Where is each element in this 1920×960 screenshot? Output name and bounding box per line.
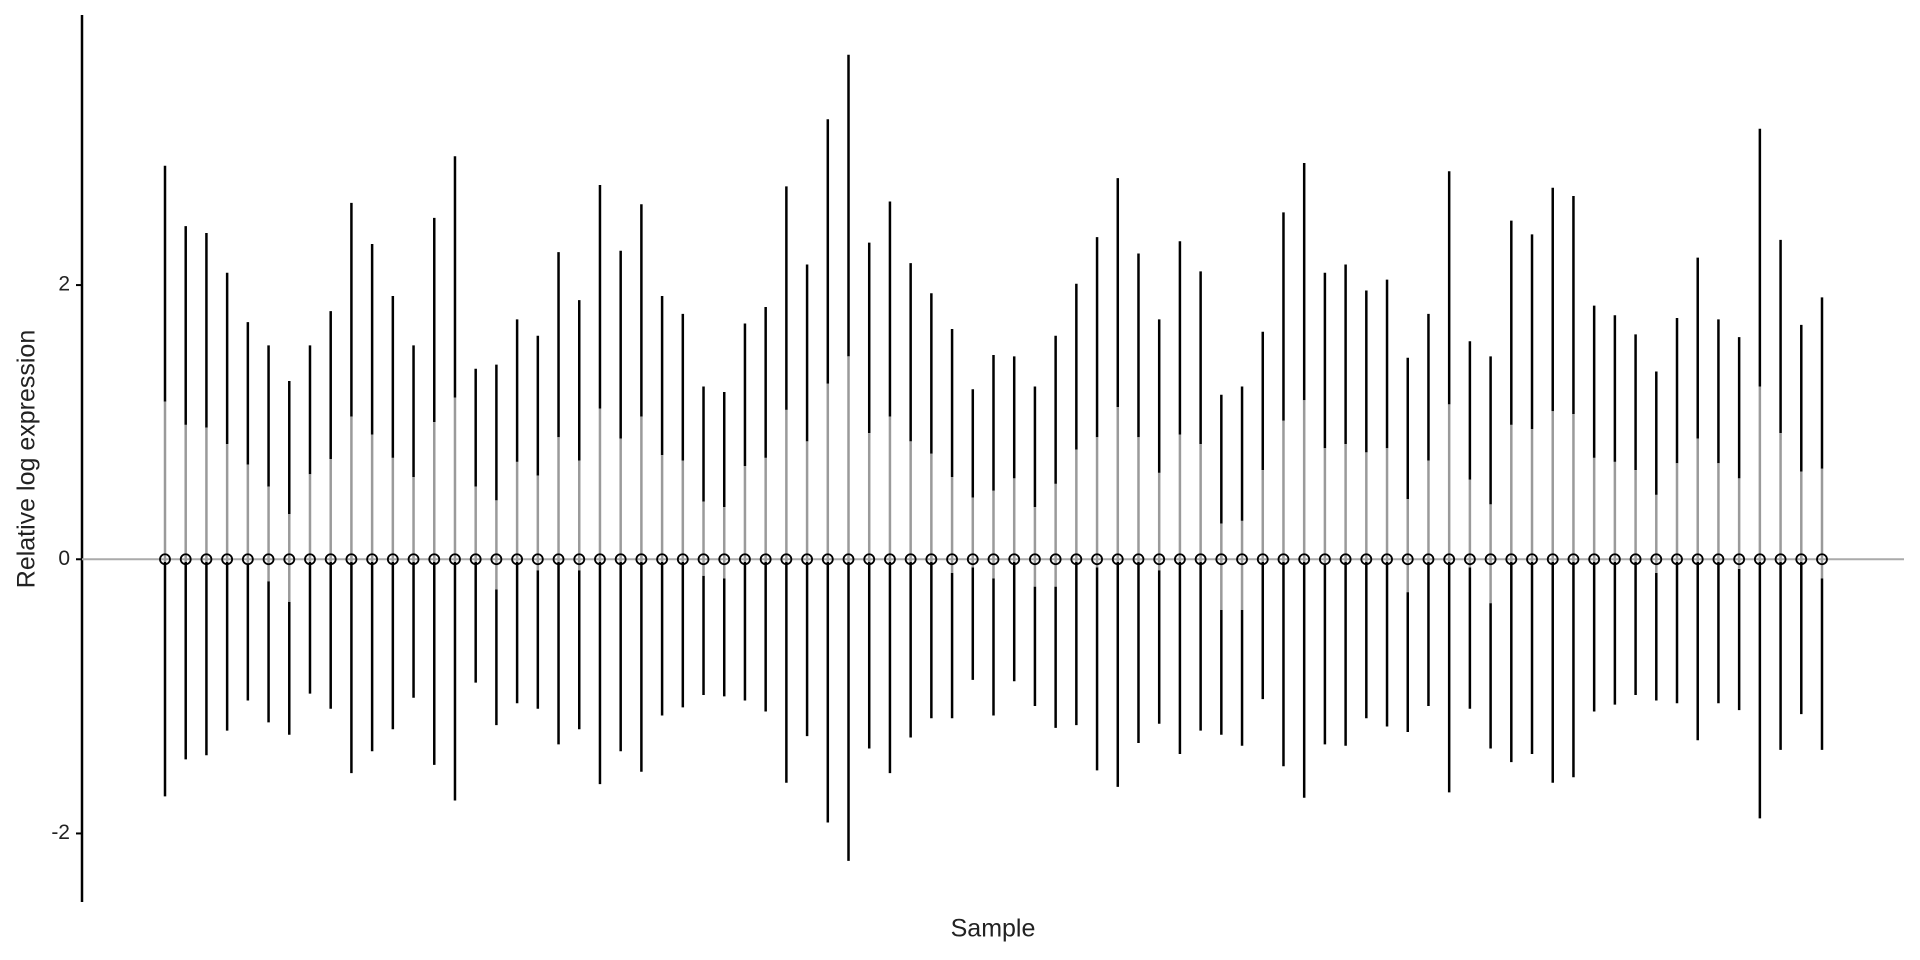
- y-tick-label: 0: [58, 547, 70, 570]
- median-point: [1008, 553, 1021, 566]
- median-point: [1753, 553, 1766, 566]
- median-point: [1671, 553, 1683, 566]
- median-point: [1132, 553, 1145, 566]
- median-point: [1816, 553, 1828, 566]
- median-point: [1650, 553, 1663, 566]
- median-point: [1774, 553, 1787, 566]
- median-point: [594, 553, 606, 566]
- median-point: [635, 553, 648, 566]
- median-point: [676, 553, 689, 566]
- median-point: [842, 553, 855, 566]
- median-point: [1215, 553, 1228, 566]
- median-point: [200, 553, 213, 566]
- median-point: [1691, 553, 1704, 566]
- median-point: [262, 553, 275, 566]
- median-point: [1422, 553, 1435, 566]
- median-point: [946, 553, 958, 566]
- median-point: [1526, 553, 1538, 566]
- median-point: [1256, 553, 1269, 566]
- median-point: [1463, 553, 1476, 566]
- median-point: [283, 553, 296, 566]
- median-point: [1049, 553, 1062, 566]
- median-point: [697, 553, 710, 566]
- median-point: [925, 553, 938, 566]
- median-point: [241, 553, 254, 566]
- median-point: [1629, 553, 1642, 566]
- median-point: [1484, 553, 1497, 566]
- median-point: [1443, 553, 1456, 566]
- median-point: [614, 553, 627, 566]
- median-point: [1111, 553, 1124, 566]
- median-point: [428, 553, 441, 566]
- median-point: [366, 553, 379, 566]
- median-point: [1174, 553, 1186, 566]
- y-tick-label: 2: [58, 273, 70, 296]
- y-axis-label: Relative log expression: [13, 330, 41, 588]
- median-point: [739, 553, 751, 566]
- median-point: [469, 553, 482, 566]
- median-point: [1091, 553, 1103, 566]
- median-point: [1360, 553, 1373, 566]
- median-point: [1401, 553, 1414, 566]
- median-point: [221, 553, 234, 566]
- median-point: [1588, 553, 1601, 566]
- median-point: [1298, 553, 1311, 566]
- median-point: [449, 553, 461, 566]
- median-point: [759, 553, 772, 566]
- median-point: [863, 553, 876, 566]
- median-point: [1608, 553, 1621, 566]
- median-point: [511, 553, 524, 566]
- median-point: [345, 553, 358, 566]
- median-point: [801, 553, 813, 566]
- median-point: [1194, 553, 1207, 566]
- median-point: [884, 553, 896, 566]
- median-point: [179, 553, 192, 566]
- median-point: [490, 553, 503, 566]
- median-point: [966, 553, 979, 566]
- median-point: [904, 553, 917, 566]
- median-point: [1277, 553, 1290, 566]
- median-point: [1339, 553, 1352, 566]
- median-point: [386, 553, 399, 566]
- median-point: [407, 553, 420, 566]
- median-point: [1733, 553, 1746, 566]
- median-point: [780, 553, 793, 566]
- median-point: [1319, 553, 1331, 566]
- median-point: [324, 553, 337, 566]
- median-point: [1381, 553, 1393, 566]
- median-point: [1546, 553, 1559, 566]
- median-point: [987, 553, 1000, 566]
- y-tick-label: -2: [51, 821, 70, 844]
- median-point: [1153, 553, 1166, 566]
- median-point: [1795, 553, 1808, 566]
- x-axis-label: Sample: [951, 915, 1036, 943]
- median-point: [1567, 553, 1580, 566]
- median-point: [1029, 553, 1041, 566]
- median-point: [821, 553, 834, 566]
- median-point: [1236, 553, 1248, 566]
- median-point: [552, 553, 565, 566]
- median-point: [531, 553, 544, 566]
- median-point: [1712, 553, 1725, 566]
- median-point: [573, 553, 586, 566]
- median-point: [656, 553, 668, 566]
- median-point: [1070, 553, 1083, 566]
- median-point: [1505, 553, 1518, 566]
- median-point: [159, 553, 171, 566]
- median-point: [304, 553, 316, 566]
- median-point: [718, 553, 731, 566]
